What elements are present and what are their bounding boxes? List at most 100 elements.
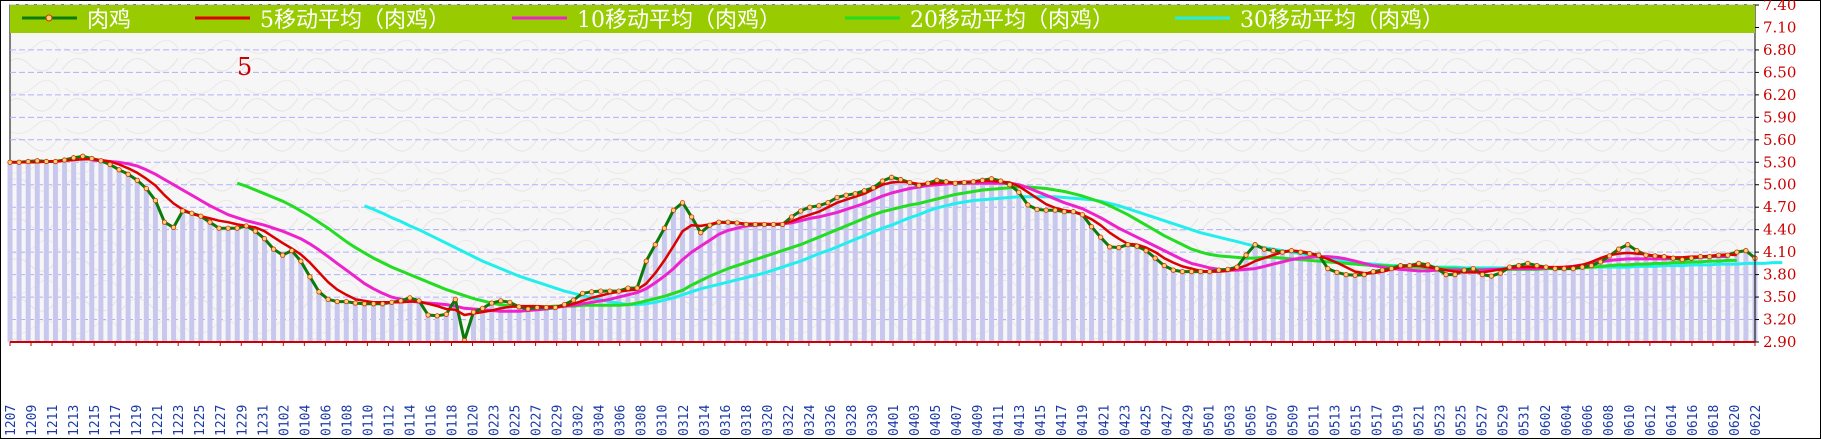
- x-tick-label-79: 0614: [1665, 405, 1680, 436]
- bar-133: [1216, 270, 1222, 342]
- bar-58: [534, 307, 540, 342]
- price-point-69: [634, 285, 640, 291]
- price-point-167: [1525, 260, 1531, 266]
- x-tick-label-69: 0525: [1455, 405, 1470, 436]
- price-point-88: [807, 204, 813, 210]
- bar-1: [16, 162, 22, 342]
- bar-89: [816, 205, 822, 342]
- bar-31: [289, 250, 295, 342]
- bar-131: [1198, 271, 1204, 342]
- price-point-43: [398, 298, 404, 304]
- price-point-122: [1116, 245, 1122, 251]
- x-tick-label-6: 1219: [130, 405, 145, 436]
- price-point-13: [125, 171, 131, 177]
- bar-157: [1434, 268, 1440, 342]
- bar-47: [434, 315, 440, 342]
- x-tick-label-7: 1221: [151, 405, 166, 436]
- price-point-161: [1470, 266, 1476, 272]
- y-tick-label-3: 3.80: [1763, 266, 1796, 284]
- price-point-164: [1497, 270, 1504, 276]
- bar-156: [1425, 264, 1431, 342]
- x-tick-label-59: 0505: [1244, 405, 1259, 436]
- x-tick-label-45: 0407: [950, 405, 965, 436]
- bar-16: [152, 200, 158, 342]
- bar-120: [1098, 237, 1104, 342]
- price-point-74: [679, 200, 686, 206]
- bar-4: [43, 161, 49, 342]
- price-point-136: [1243, 252, 1249, 258]
- bar-116: [1061, 211, 1067, 342]
- legend-label-price: 肉鸡: [87, 8, 131, 33]
- price-point-141: [1288, 248, 1295, 254]
- x-tick-label-40: 0328: [845, 405, 860, 436]
- price-point-123: [1125, 242, 1131, 248]
- x-tick-label-74: 0604: [1560, 405, 1575, 436]
- bar-28: [261, 238, 267, 342]
- x-tick-label-57: 0501: [1202, 405, 1217, 436]
- bar-114: [1043, 210, 1049, 342]
- bar-145: [1325, 268, 1331, 342]
- price-point-150: [1370, 269, 1376, 275]
- bar-109: [998, 180, 1004, 342]
- price-point-58: [534, 304, 540, 311]
- bar-19: [180, 210, 186, 342]
- price-point-110: [1007, 182, 1013, 188]
- bar-126: [1152, 258, 1158, 342]
- y-tick-label-14: 7.10: [1763, 18, 1796, 36]
- price-point-80: [734, 220, 740, 226]
- x-tick-label-50: 0417: [1055, 405, 1070, 436]
- price-point-188: [1716, 252, 1722, 258]
- bar-184: [1679, 259, 1685, 342]
- price-point-115: [1052, 207, 1058, 213]
- bar-35: [325, 299, 331, 342]
- x-tick-label-37: 0322: [782, 405, 797, 436]
- price-point-154: [1407, 263, 1413, 269]
- bar-165: [1507, 267, 1513, 342]
- price-point-1: [16, 159, 22, 165]
- price-point-29: [270, 246, 277, 252]
- bar-113: [1034, 209, 1040, 342]
- bar-39: [361, 303, 367, 342]
- price-point-108: [988, 176, 995, 182]
- price-point-144: [1316, 252, 1322, 258]
- bar-178: [1625, 244, 1631, 342]
- x-tick-label-21: 0118: [446, 405, 461, 436]
- x-tick-label-76: 0608: [1602, 405, 1617, 436]
- x-tick-label-32: 0312: [677, 405, 692, 436]
- bar-101: [925, 183, 931, 342]
- bar-72: [661, 228, 667, 342]
- price-point-55: [507, 299, 513, 305]
- bar-18: [171, 227, 177, 342]
- y-tick-label-7: 5.00: [1763, 176, 1796, 194]
- bar-144: [1316, 255, 1322, 342]
- price-point-31: [289, 248, 295, 254]
- x-tick-label-38: 0324: [803, 405, 818, 436]
- bar-158: [1443, 274, 1449, 342]
- price-point-133: [1216, 267, 1222, 273]
- price-point-21: [198, 213, 204, 219]
- bar-164: [1498, 273, 1504, 342]
- series-line-ma10: [91, 158, 1728, 313]
- price-point-3: [34, 158, 40, 164]
- x-tick-label-8: 1223: [172, 405, 187, 436]
- price-point-6: [61, 157, 68, 163]
- x-tick-label-24: 0225: [509, 405, 524, 436]
- bar-9: [89, 158, 95, 342]
- price-point-155: [1416, 260, 1422, 266]
- bar-127: [1161, 265, 1167, 342]
- price-point-40: [370, 301, 377, 307]
- price-point-8: [80, 153, 86, 159]
- price-point-132: [1207, 269, 1213, 275]
- price-point-126: [1152, 255, 1158, 261]
- x-tick-label-0: 1207: [4, 405, 19, 436]
- x-tick-label-22: 0120: [467, 405, 482, 436]
- y-tick-label-4: 4.10: [1763, 243, 1796, 261]
- price-point-0: [7, 159, 13, 165]
- bar-66: [607, 291, 613, 342]
- price-point-112: [1025, 202, 1031, 208]
- bar-97: [889, 177, 895, 342]
- bar-49: [452, 299, 458, 342]
- x-tick-label-83: 0622: [1749, 405, 1764, 436]
- x-tick-label-36: 0320: [761, 405, 776, 436]
- legend-label-ma30: 30移动平均（肉鸡）: [1240, 8, 1444, 33]
